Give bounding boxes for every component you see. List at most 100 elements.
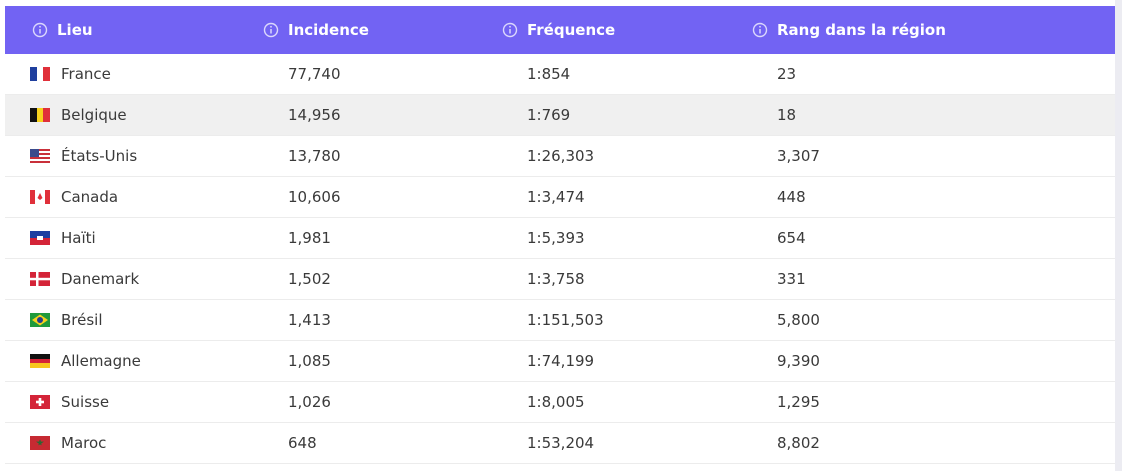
table-cell: Canada [30,177,118,217]
table-cell: Maroc [30,423,106,463]
table-cell: Allemagne [30,341,141,381]
flag-icon [30,313,50,327]
cell-text: 5,800 [777,311,820,329]
cell-text: 1:151,503 [527,311,604,329]
cell-text: 648 [288,434,317,452]
table-cell: Danemark [30,259,139,299]
cell-text: 1,085 [288,352,331,370]
data-table: Lieu Incidence Fréquence Rang dans la régio… [5,6,1115,471]
cell-text: 1:26,303 [527,147,595,165]
cell-text: 1:74,199 [527,352,595,370]
table-row: Maroc 648 1:53,204 8,802 [5,423,1115,464]
table-cell: États-Unis [30,136,137,176]
table-cell: France [30,54,111,94]
flag-icon [30,149,50,163]
table-cell: 654 [777,218,806,258]
table-cell: 648 [288,423,317,463]
cell-text: 1:3,758 [527,270,585,288]
table-cell: Belgique [30,95,127,135]
cell-text: France [61,65,111,83]
table-cell: 10,606 [288,177,341,217]
cell-text: 1,502 [288,270,331,288]
cell-text: 18 [777,106,797,124]
flag-icon [30,108,50,122]
cell-text: 1:3,474 [527,188,585,206]
cell-text: 13,780 [288,147,341,165]
cell-text: 10,606 [288,188,341,206]
table-cell: 331 [777,259,806,299]
table-cell: 1,981 [288,218,331,258]
table-cell: 23 [777,54,796,94]
cell-text: 14,956 [288,106,341,124]
cell-text: 8,802 [777,434,820,452]
table-cell: 1,502 [288,259,331,299]
cell-text: Maroc [61,434,107,452]
cell-text: Allemagne [61,352,141,370]
cell-text: Suisse [61,393,110,411]
header-cell: Rang dans la région [752,6,946,54]
table-cell: 1:151,503 [527,300,604,340]
table-cell: 77,740 [288,54,341,94]
table-cell: Haïti [30,218,96,258]
flag-icon [30,354,50,368]
info-icon [752,22,768,38]
table-cell: 1:5,393 [527,218,585,258]
header-cell: Incidence [263,6,369,54]
table-cell: 9,390 [777,341,820,381]
table-cell: 448 [777,177,806,217]
table-cell: 1:26,303 [527,136,594,176]
table-row: Brésil 1,413 1:151,503 5,800 [5,300,1115,341]
table-cell: 13,780 [288,136,341,176]
scrollbar-track [1115,0,1122,471]
table-cell: 18 [777,95,796,135]
cell-text: 1:5,393 [527,229,585,247]
table-cell: 3,307 [777,136,820,176]
cell-text: 448 [777,188,806,206]
table-row: Belgique 14,956 1:769 18 [5,95,1115,136]
cell-text: 77,740 [288,65,341,83]
table-cell: 1,085 [288,341,331,381]
cell-text: Belgique [61,106,127,124]
cell-text: Brésil [61,311,103,329]
header-cell: Fréquence [502,6,615,54]
table-cell: 1:769 [527,95,570,135]
cell-text: 23 [777,65,797,83]
table-row: Haïti 1,981 1:5,393 654 [5,218,1115,259]
table-row: Allemagne 1,085 1:74,199 9,390 [5,341,1115,382]
cell-text: 3,307 [777,147,820,165]
cell-text: États-Unis [61,147,138,165]
table-header: Lieu Incidence Fréquence Rang dans la régio… [5,6,1115,54]
cell-text: 1,413 [288,311,331,329]
table-cell: 1,026 [288,382,331,422]
table-cell: 1:3,474 [527,177,585,217]
flag-icon [30,190,50,204]
table-cell: 1:3,758 [527,259,585,299]
table-cell: Suisse [30,382,109,422]
cell-text: 1:854 [527,65,571,83]
cell-text: 1:769 [527,106,571,124]
header-label: Rang dans la région [777,21,946,39]
table-row: Canada 10,606 1:3,474 448 [5,177,1115,218]
table-row: Suisse 1,026 1:8,005 1,295 [5,382,1115,423]
table-cell: 14,956 [288,95,341,135]
info-icon [502,22,518,38]
table-cell: 1,295 [777,382,820,422]
header-cell: Lieu [32,6,93,54]
cell-text: 1,981 [288,229,331,247]
cell-text: Haïti [61,229,96,247]
table-cell: 1:854 [527,54,570,94]
cell-text: Danemark [61,270,140,288]
header-label: Incidence [288,21,369,39]
table-cell: 1:74,199 [527,341,594,381]
info-icon [263,22,279,38]
cell-text: Canada [61,188,119,206]
table-cell: 1:8,005 [527,382,585,422]
cell-text: 9,390 [777,352,820,370]
table-row: Danemark 1,502 1:3,758 331 [5,259,1115,300]
cell-text: 331 [777,270,806,288]
flag-icon [30,272,50,286]
table-cell: 5,800 [777,300,820,340]
table-row: France 77,740 1:854 23 [5,54,1115,95]
cell-text: 1,295 [777,393,820,411]
